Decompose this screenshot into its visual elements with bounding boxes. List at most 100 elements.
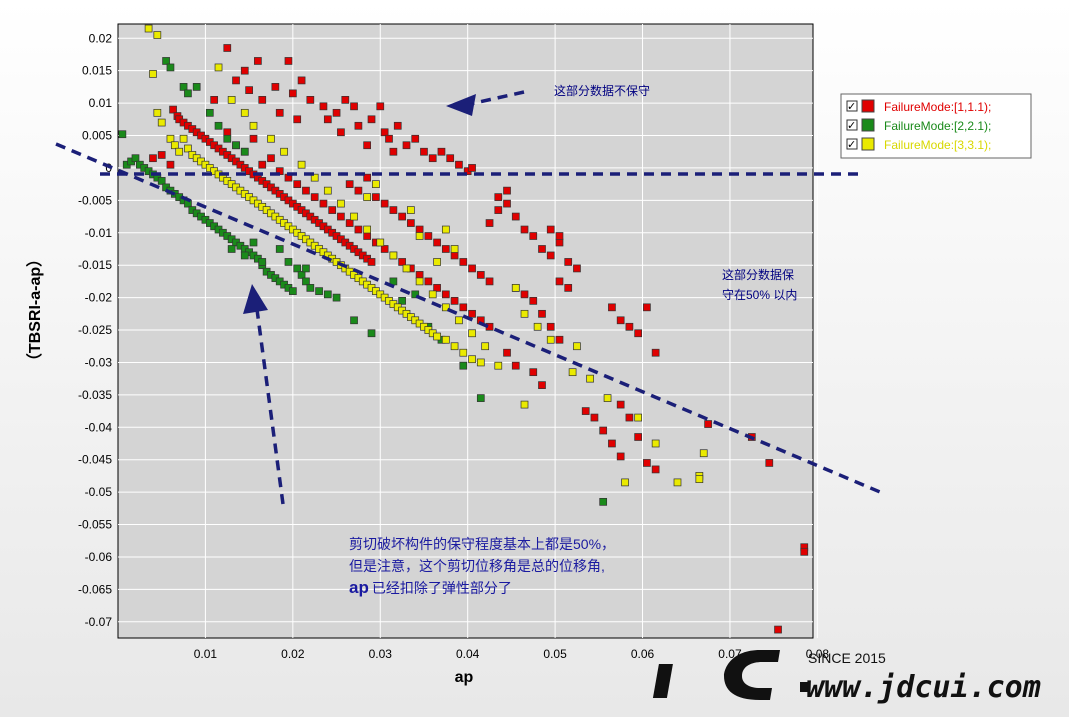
data-point-series-1 [643, 303, 651, 312]
data-point-series-1 [538, 245, 546, 253]
data-point-series-1 [538, 309, 546, 318]
legend-checkbox-2[interactable] [846, 119, 858, 131]
data-point-series-2 [118, 130, 127, 139]
x-tick-label: 0.01 [194, 647, 218, 661]
data-point-series-2 [184, 89, 192, 98]
data-point-series-3 [363, 225, 372, 234]
data-point-series-1 [337, 128, 345, 137]
data-point-series-1 [389, 147, 398, 156]
data-point-series-1 [503, 199, 511, 208]
data-point-series-1 [354, 225, 363, 234]
data-point-series-3 [546, 335, 555, 344]
data-point-series-1 [372, 193, 380, 201]
y-tick-label: -0.045 [78, 453, 112, 467]
data-point-series-1 [625, 322, 634, 331]
data-point-series-1 [468, 164, 476, 172]
legend-label-1: FailureMode:[1,1.1); [884, 100, 991, 114]
data-point-series-1 [546, 225, 555, 234]
data-point-series-3 [310, 173, 319, 182]
x-axis-ticks: 0.01 0.02 0.03 0.04 0.05 0.06 0.07 0.08 [194, 647, 830, 661]
legend-item-1[interactable]: ✓ FailureMode:[1,1.1); [846, 99, 991, 114]
data-point-series-1 [455, 160, 463, 169]
data-point-series-1 [223, 128, 232, 137]
data-point-series-3 [214, 63, 223, 72]
annotation-nonconservative: 这部分数据不保守 [554, 83, 650, 98]
data-point-series-1 [319, 102, 328, 111]
data-point-series-1 [450, 251, 459, 260]
data-point-series-3 [297, 160, 306, 169]
legend-label-3: FailureMode:[3,3.1); [884, 138, 991, 152]
legend-item-2[interactable]: ✓ FailureMode:[2,2.1); [846, 118, 991, 133]
data-point-series-3 [157, 118, 166, 127]
data-point-series-1 [380, 199, 389, 208]
data-point-series-3 [603, 394, 612, 402]
data-point-series-3 [450, 245, 459, 253]
data-point-series-2 [214, 121, 223, 130]
data-point-series-1 [651, 348, 660, 357]
annotation-note-3-rest: 已经扣除了弹性部分了 [372, 580, 512, 596]
data-point-series-1 [415, 225, 424, 234]
data-point-series-1 [363, 141, 372, 150]
y-tick-label: -0.07 [85, 615, 113, 629]
arrow-head-lower [243, 284, 268, 314]
annotation-conservative-1: 这部分数据保 [722, 267, 794, 282]
data-point-series-1 [616, 400, 625, 409]
data-point-series-3 [372, 180, 380, 188]
data-point-series-3 [144, 24, 153, 33]
data-point-series-1 [354, 186, 363, 195]
x-tick-label: 0.02 [281, 647, 305, 661]
data-point-series-2 [350, 316, 358, 325]
data-point-series-3 [481, 342, 490, 351]
data-point-series-1 [503, 186, 511, 195]
data-point-series-2 [227, 245, 236, 253]
data-point-series-3 [337, 199, 345, 208]
data-point-series-1 [407, 219, 415, 227]
data-point-series-1 [616, 452, 625, 461]
legend-label-2: FailureMode:[2,2.1); [884, 119, 991, 133]
data-point-series-3 [441, 225, 450, 234]
data-point-series-1 [310, 193, 319, 201]
data-point-series-2 [249, 238, 258, 247]
y-tick-label: -0.015 [78, 258, 112, 272]
y-axis-ticks: 0.020.0150.010.0050-0.005-0.01-0.015-0.0… [78, 31, 112, 629]
data-point-series-1 [616, 316, 625, 325]
data-point-series-2 [315, 287, 323, 295]
data-point-series-1 [529, 368, 538, 377]
data-point-series-3 [468, 329, 476, 338]
annotation-note-3: ap 已经扣除了弹性部分了 [349, 578, 512, 597]
x-tick-label: 0.03 [369, 647, 393, 661]
data-point-series-1 [249, 134, 258, 143]
data-point-series-1 [494, 193, 503, 201]
legend-item-3[interactable]: ✓ FailureMode:[3,3.1); [846, 137, 991, 152]
y-tick-label: 0.01 [89, 96, 113, 110]
data-point-series-1 [450, 297, 459, 305]
annotation-note-1: 剪切破坏构件的保守程度基本上都是50%， [349, 536, 615, 552]
data-point-series-2 [306, 284, 315, 292]
data-point-series-1 [297, 76, 306, 85]
data-point-series-3 [227, 96, 236, 104]
data-point-series-1 [503, 348, 511, 357]
arrow-shaft-upper [469, 90, 525, 106]
data-point-series-1 [424, 232, 433, 240]
data-point-series-3 [568, 368, 577, 377]
data-point-series-2 [599, 497, 608, 506]
data-point-series-2 [192, 83, 201, 91]
legend-checkbox-3[interactable] [846, 138, 858, 150]
data-point-series-3 [520, 309, 529, 318]
data-point-series-3 [511, 284, 520, 292]
y-tick-label: -0.03 [85, 355, 113, 369]
data-point-series-3 [407, 206, 415, 214]
data-point-series-2 [232, 141, 240, 150]
data-point-series-1 [169, 105, 177, 114]
data-point-series-1 [529, 232, 538, 240]
data-point-series-3 [280, 147, 288, 156]
data-point-series-1 [564, 284, 573, 292]
data-point-series-1 [437, 147, 446, 156]
data-point-series-2 [367, 329, 376, 338]
data-point-series-3 [651, 439, 660, 448]
data-point-series-1 [284, 57, 293, 65]
data-point-series-1 [363, 173, 372, 182]
legend-checkbox-1[interactable] [846, 100, 858, 112]
y-tick-label: -0.02 [85, 291, 113, 305]
data-point-series-1 [232, 76, 240, 85]
